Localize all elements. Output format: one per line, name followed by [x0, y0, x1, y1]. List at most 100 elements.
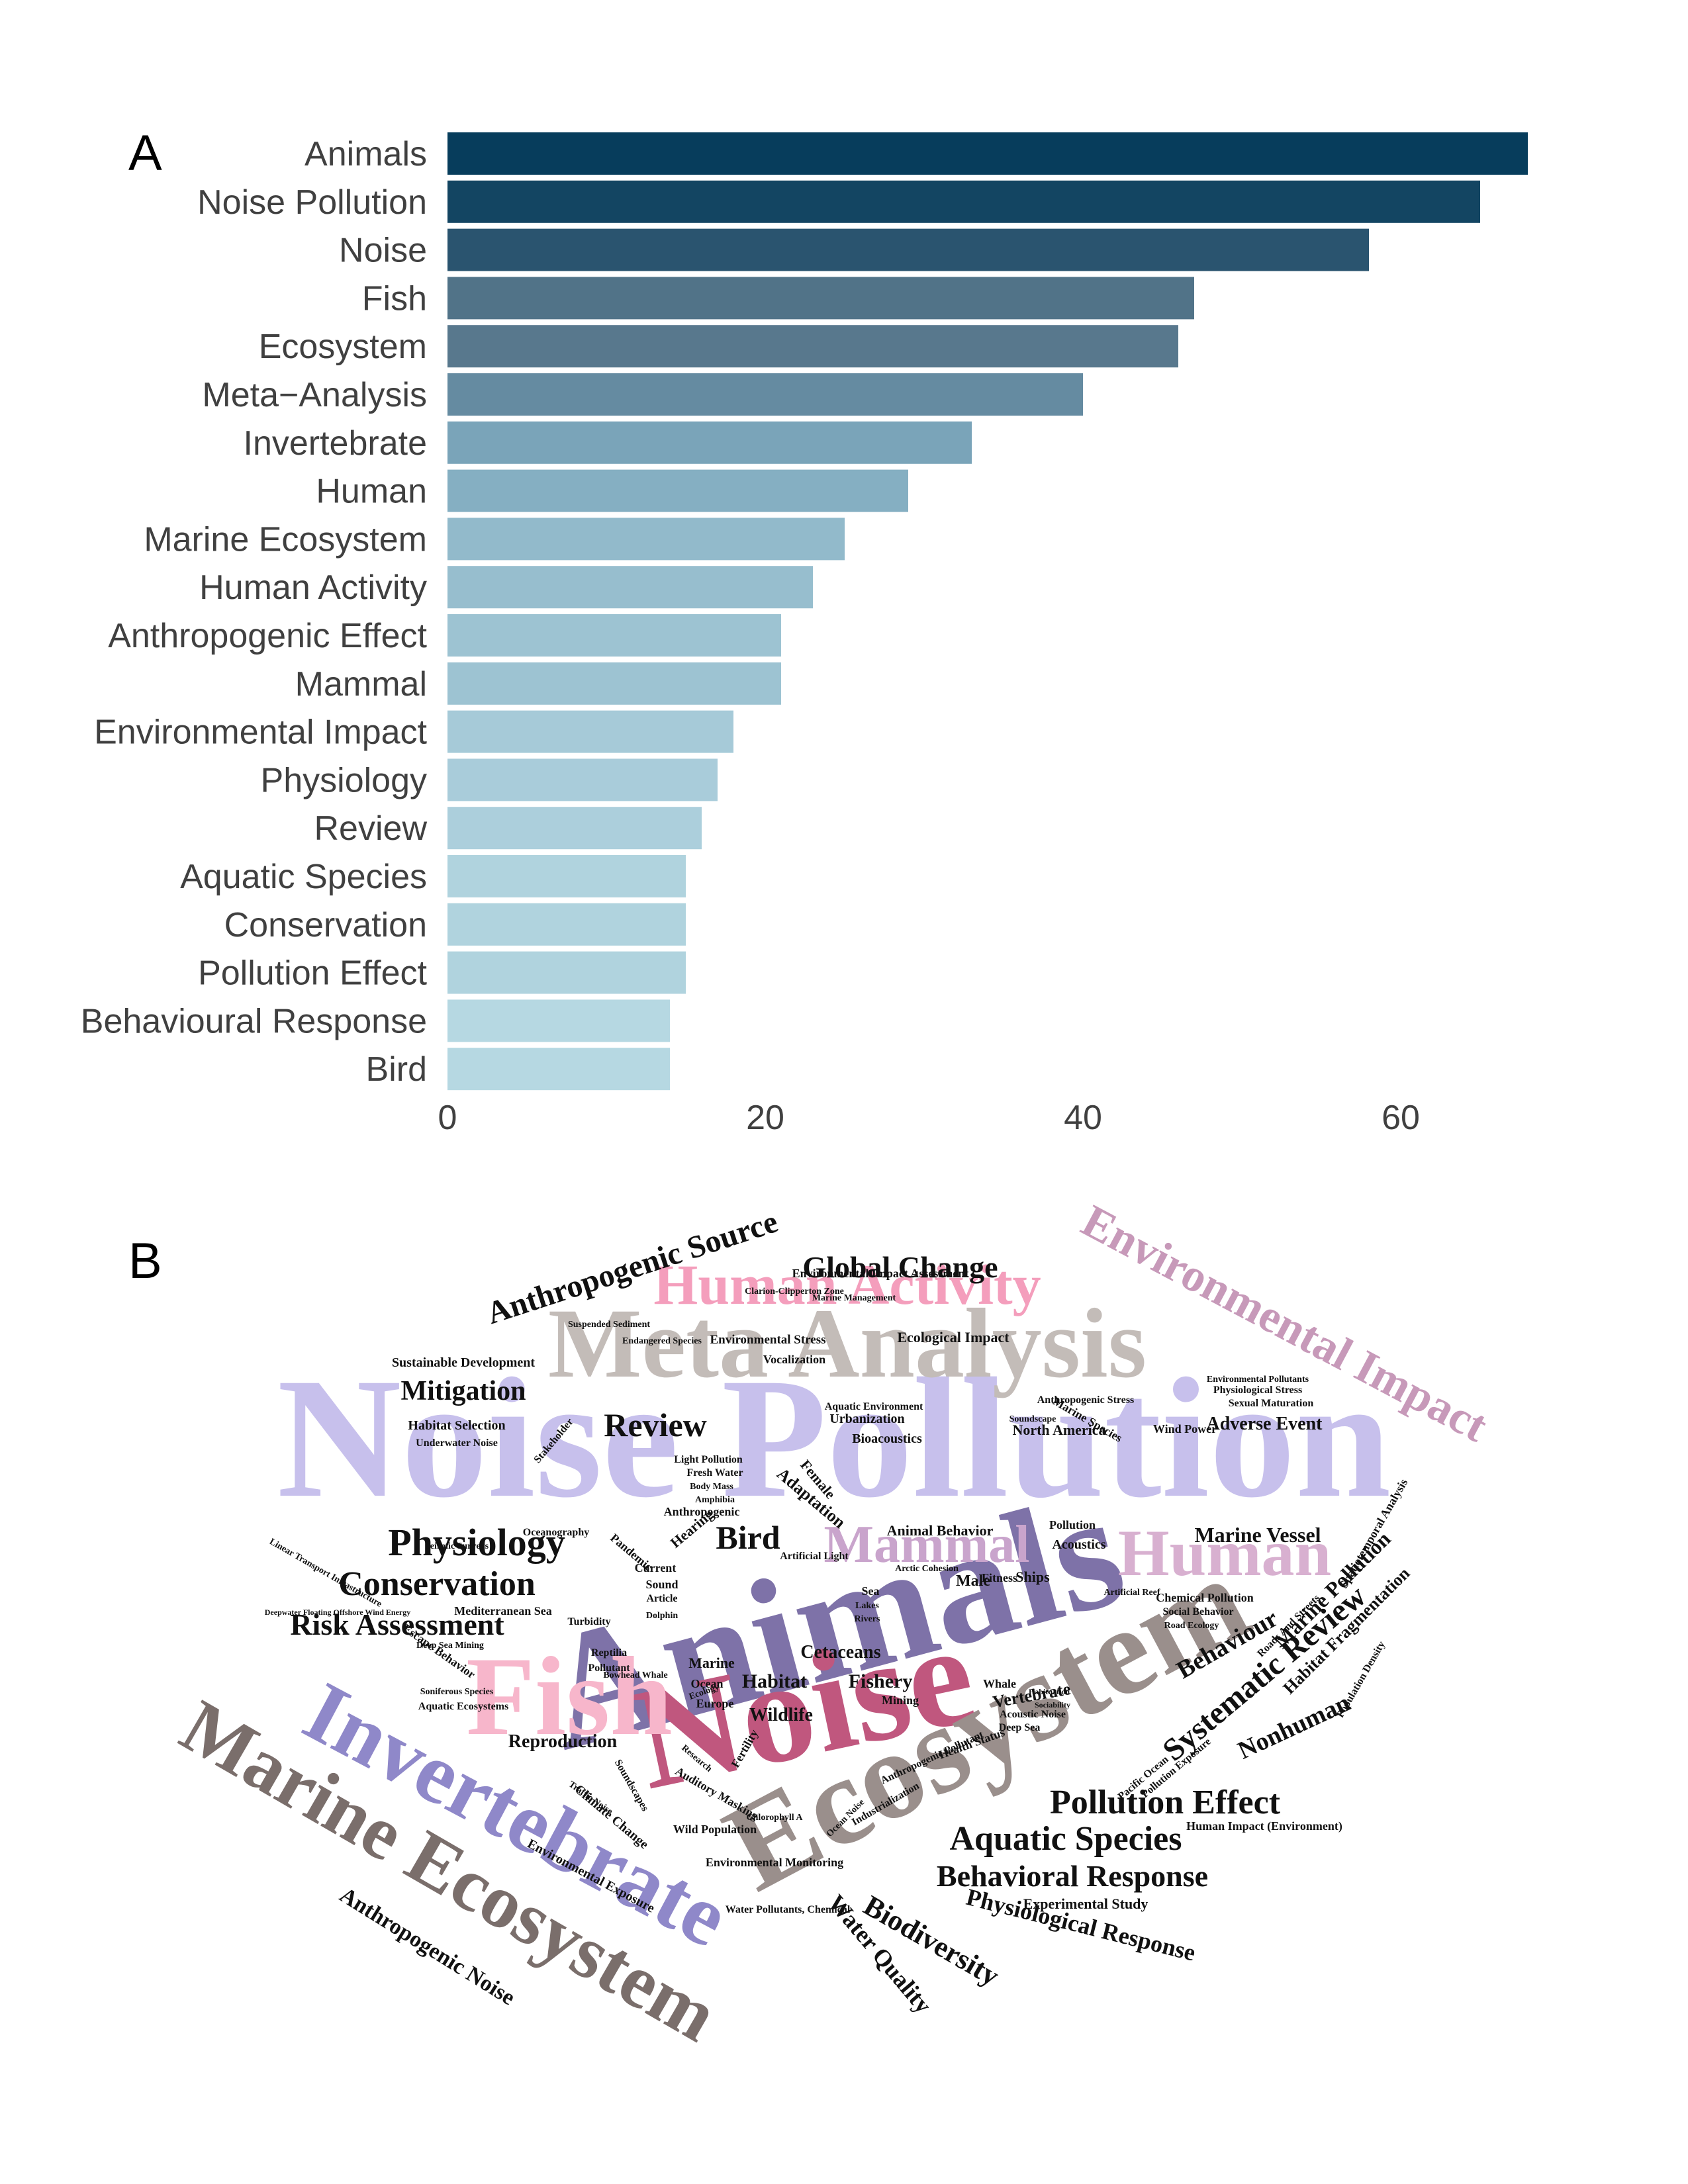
cloud-word-39: Habitat Selection: [408, 1418, 505, 1433]
cloud-word-134: Soniferous Species: [420, 1687, 494, 1697]
cloud-word-76: Lakes: [855, 1601, 879, 1611]
cloud-word-33: Fishery: [849, 1670, 913, 1692]
category-label-8: Marine Ecosystem: [144, 520, 427, 559]
bar-15: [447, 855, 686, 897]
cloud-word-61: Sound: [645, 1578, 678, 1591]
cloud-word-55: Vocalization: [763, 1353, 825, 1366]
bar-7: [447, 469, 908, 512]
cloud-word-66: Pollutant: [588, 1662, 630, 1674]
bar-6: [447, 421, 972, 464]
cloud-word-41: Ecological Impact: [897, 1329, 1009, 1345]
cloud-word-68: Ocean: [691, 1677, 724, 1690]
category-label-17: Pollution Effect: [198, 954, 427, 993]
cloud-word-44: Mediterranean Sea: [454, 1604, 551, 1617]
bar-13: [447, 758, 718, 801]
category-label-4: Ecosystem: [259, 328, 427, 366]
cloud-word-135: Bowhead Whale: [603, 1670, 667, 1680]
category-label-15: Aquatic Species: [180, 858, 427, 896]
cloud-word-97: Arctic Cohesion: [895, 1564, 959, 1574]
bar-chart: Animals Noise Pollution Noise Fish Ecosystem…: [81, 132, 1528, 1137]
cloud-word-129: Water Pollutants, Chemical: [726, 1904, 851, 1915]
category-label-16: Conservation: [224, 906, 427, 944]
x-tick-label-2: 40: [1064, 1099, 1102, 1137]
cloud-word-80: Body Mass: [690, 1482, 733, 1492]
cloud-word-19: Bird: [716, 1519, 780, 1556]
category-label-9: Human Activity: [199, 569, 427, 607]
word-cloud: Noise PollutionAnimalsNoiseEcosystemMeta…: [167, 1195, 1495, 2058]
cloud-word-73: Mining: [882, 1694, 919, 1707]
cloud-word-17: Conservation: [338, 1565, 536, 1603]
cloud-word-112: Anthropogenic Stress: [1037, 1394, 1135, 1406]
cloud-word-108: Sexual Maturation: [1229, 1398, 1314, 1409]
cloud-word-64: Turbidity: [567, 1616, 610, 1627]
bar-4: [447, 325, 1178, 368]
cloud-word-85: Seismic Surveys: [425, 1541, 489, 1551]
cloud-word-10: Human: [1118, 1516, 1331, 1590]
cloud-word-67: Marine: [688, 1655, 735, 1671]
cloud-word-18: Risk Assessment: [290, 1608, 504, 1641]
cloud-word-110: Environmental Pollutants: [1207, 1375, 1309, 1385]
x-tick-label-3: 60: [1382, 1099, 1420, 1137]
bar-2: [447, 228, 1369, 271]
cloud-word-117: Human Impact (Environment): [1186, 1819, 1342, 1833]
cloud-word-133: Aquatic Ecosystems: [418, 1701, 508, 1712]
panel-label-b: B: [128, 1233, 162, 1289]
cloud-word-94: Clarion-Clipperton Zone: [745, 1287, 844, 1297]
cloud-word-56: Acoustics: [1052, 1537, 1105, 1552]
category-label-1: Noise Pollution: [197, 183, 427, 222]
cloud-word-79: Fresh Water: [686, 1467, 743, 1479]
cloud-word-21: Pollution Effect: [1050, 1784, 1281, 1821]
bar-1: [447, 180, 1480, 223]
category-label-12: Environmental Impact: [94, 713, 427, 752]
cloud-word-78: Light Pollution: [674, 1454, 743, 1465]
cloud-word-42: North America: [1012, 1422, 1105, 1438]
bar-17: [447, 951, 686, 994]
bar-5: [447, 373, 1083, 416]
bar-18: [447, 999, 670, 1042]
cloud-word-8: Human Activity: [653, 1253, 1041, 1316]
bar-12: [447, 710, 733, 753]
cloud-word-99: Fitness: [982, 1571, 1017, 1584]
cloud-word-119: Deep Sea: [999, 1722, 1041, 1733]
panel-label-a: A: [128, 125, 162, 181]
category-label-6: Invertebrate: [244, 424, 428, 463]
bar-14: [447, 807, 702, 850]
cloud-word-82: Anthropogenic: [664, 1505, 740, 1518]
cloud-word-111: Wind Power: [1153, 1422, 1217, 1435]
category-label-13: Physiology: [261, 761, 427, 799]
cloud-word-27: Marine Vessel: [1194, 1523, 1321, 1547]
cloud-word-37: Adverse Event: [1207, 1414, 1323, 1434]
cloud-word-104: Artificial Reef: [1103, 1588, 1160, 1598]
bar-3: [447, 277, 1194, 320]
cloud-word-103: Road Ecology: [1164, 1621, 1219, 1631]
cloud-word-96: Artificial Light: [780, 1551, 849, 1562]
cloud-word-102: Social Behavior: [1162, 1606, 1233, 1617]
cloud-word-91: Environmental Impact Assessment: [792, 1267, 969, 1280]
cloud-word-0: Noise Pollution: [277, 1343, 1391, 1533]
cloud-word-62: Article: [646, 1593, 677, 1604]
cloud-word-11: Mammal: [823, 1516, 1029, 1574]
cloud-word-81: Amphibia: [695, 1495, 735, 1505]
cloud-word-38: Sustainable Development: [392, 1355, 535, 1370]
cloud-word-89: Deepwater Floating Offshore Wind Energy: [265, 1608, 410, 1617]
cloud-word-46: Experimental Study: [1023, 1895, 1149, 1912]
cloud-word-13: Global Change: [802, 1250, 998, 1284]
cloud-word-60: Current: [635, 1561, 677, 1574]
cloud-word-23: Behavioral Response: [937, 1859, 1208, 1893]
bar-11: [447, 662, 781, 705]
cloud-word-34: Wildlife: [749, 1705, 813, 1725]
cloud-word-15: Review: [604, 1406, 707, 1443]
cloud-word-53: Urbanization: [829, 1412, 904, 1426]
category-label-11: Mammal: [295, 665, 427, 704]
cloud-word-40: Environmental Stress: [710, 1333, 825, 1347]
cloud-word-95: Marine Management: [812, 1293, 896, 1303]
category-label-7: Human: [316, 473, 427, 511]
cloud-word-57: Pollution: [1049, 1518, 1096, 1531]
cloud-word-69: Europe: [696, 1697, 734, 1710]
bar-10: [447, 614, 781, 657]
cloud-word-125: Chlorophyll A: [747, 1813, 804, 1823]
cloud-word-22: Aquatic Species: [950, 1820, 1182, 1858]
category-label-19: Bird: [366, 1050, 427, 1089]
cloud-word-118: Acoustic Noise: [1000, 1709, 1066, 1720]
cloud-word-43: Animal Behavior: [887, 1522, 994, 1539]
